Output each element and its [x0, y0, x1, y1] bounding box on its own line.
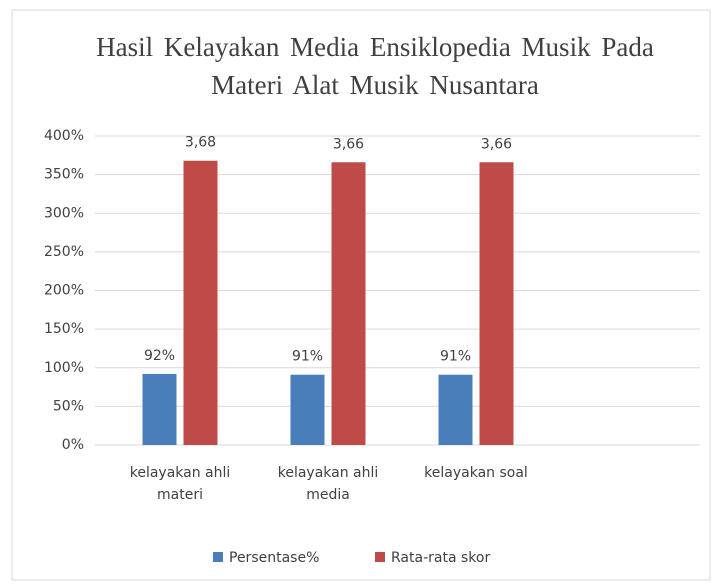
legend-swatch	[375, 552, 385, 562]
data-label: 3,66	[481, 136, 512, 152]
data-label: 3,66	[333, 136, 364, 152]
legend-label: Rata-rata skor	[391, 550, 490, 566]
x-tick-label: kelayakan ahli media	[277, 465, 379, 503]
bar	[479, 162, 514, 445]
y-tick-label: 400%	[44, 128, 84, 144]
bar	[183, 160, 218, 445]
chart-title: Hasil Kelayakan Media Ensiklopedia Musik…	[96, 32, 654, 100]
y-tick-label: 300%	[44, 205, 84, 221]
y-tick-label: 150%	[44, 321, 84, 337]
data-label: 92%	[144, 348, 175, 364]
y-tick-label: 50%	[53, 398, 84, 414]
bar	[331, 162, 366, 445]
y-tick-label: 350%	[44, 167, 84, 183]
x-tick-label: kelayakan soal	[424, 465, 528, 481]
y-tick-label: 250%	[44, 244, 84, 260]
legend-label: Persentase%	[229, 550, 319, 566]
data-label: 3,68	[185, 135, 216, 151]
y-tick-label: 200%	[44, 283, 84, 299]
y-tick-label: 0%	[62, 437, 84, 453]
data-label: 91%	[292, 349, 323, 365]
x-tick-label: kelayakan ahli materi	[129, 465, 231, 503]
legend-swatch	[213, 552, 223, 562]
bar	[142, 373, 177, 445]
data-label: 91%	[440, 349, 471, 365]
bar	[438, 374, 473, 445]
bar	[290, 374, 325, 445]
y-tick-label: 100%	[44, 360, 84, 376]
